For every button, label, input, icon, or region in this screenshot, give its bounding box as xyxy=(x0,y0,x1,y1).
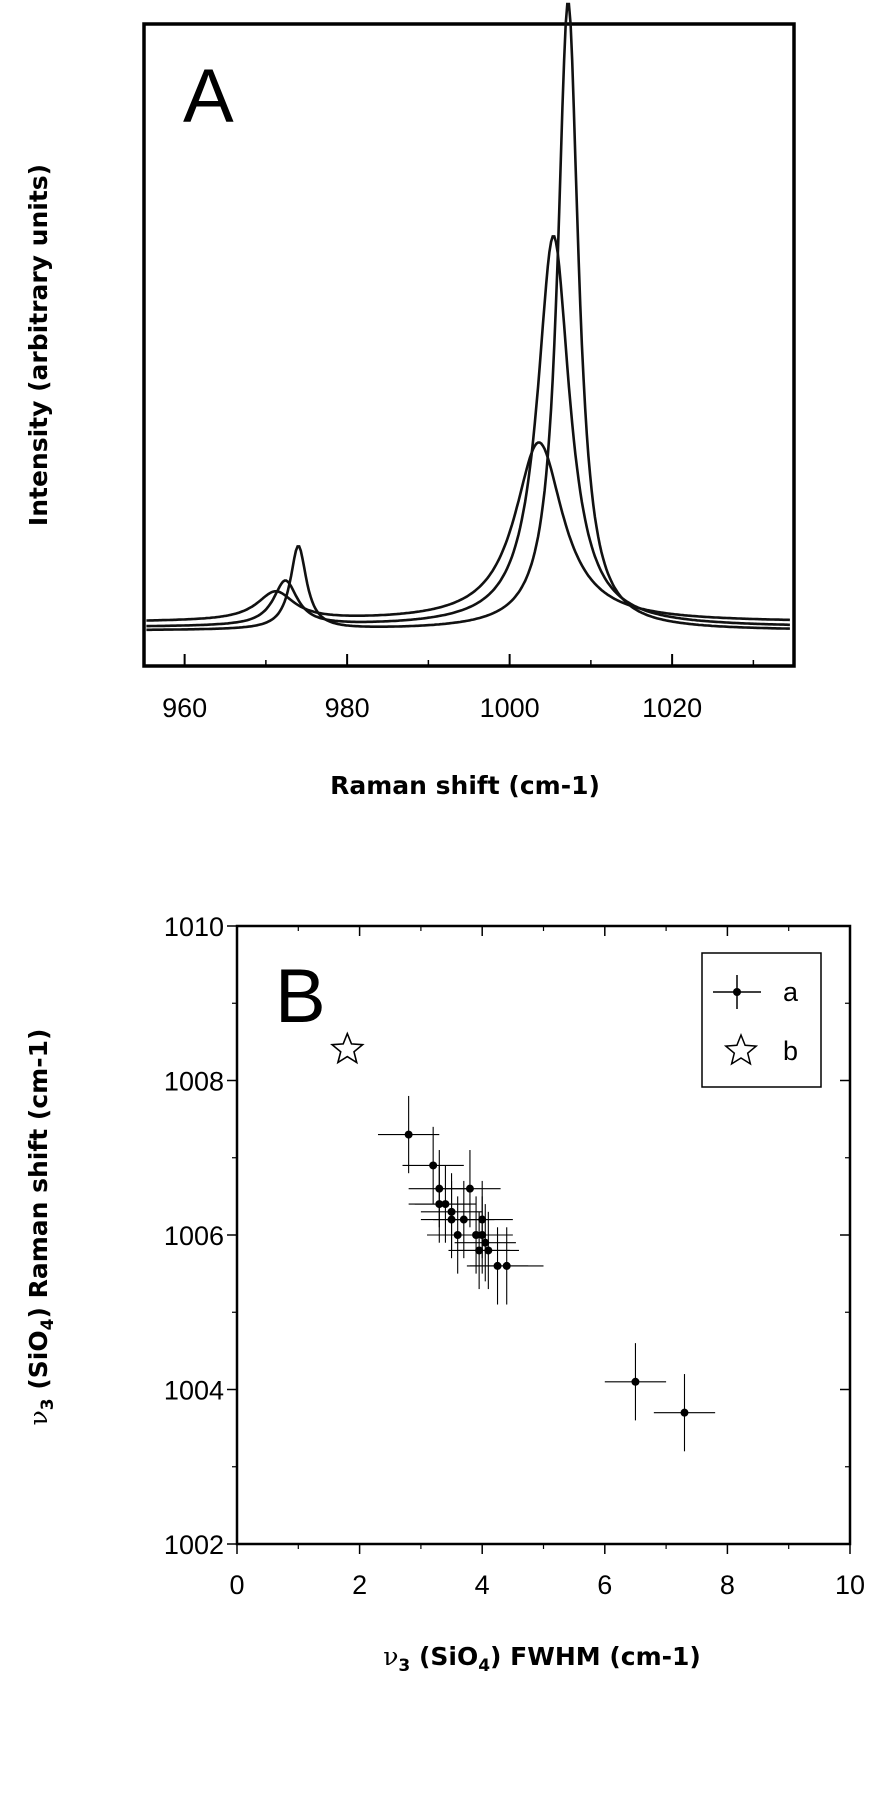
panel-a-y-axis-title: Intensity (arbitrary units) xyxy=(24,164,53,526)
point-b-star-0 xyxy=(330,1031,365,1065)
x-tick-label-6: 6 xyxy=(597,1570,612,1600)
y-tick-label-1002: 1002 xyxy=(164,1530,224,1560)
point-a-19 xyxy=(680,1408,689,1417)
legend-b-label: b xyxy=(783,1036,798,1066)
point-a-1 xyxy=(429,1161,438,1170)
y-tick-label-1006: 1006 xyxy=(164,1221,224,1251)
panel-a-curves xyxy=(146,2,790,632)
y-title-so: (SiO xyxy=(24,1330,53,1398)
x-tick-label-8: 8 xyxy=(720,1570,735,1600)
panel-a-x-ticks: 960 980 1000 1020 xyxy=(162,654,755,723)
point-a-13 xyxy=(478,1231,487,1239)
legend-a-marker xyxy=(733,988,741,996)
legend-b-marker xyxy=(723,1032,759,1066)
panel-b-y-axis-title: ν3 (SiO4) Raman shift (cm-1) xyxy=(24,1029,58,1426)
point-a-9 xyxy=(465,1184,474,1193)
spectrum-curve-3 xyxy=(146,441,790,622)
legend-box xyxy=(701,952,822,1088)
x-tick-label-1000: 1000 xyxy=(480,693,540,723)
panel-b-points xyxy=(330,1031,716,1452)
x-tick-label-4: 4 xyxy=(475,1570,490,1600)
x-tick-label-2: 2 xyxy=(352,1570,367,1600)
point-a-17 xyxy=(502,1261,511,1270)
point-a-18 xyxy=(631,1377,640,1386)
panel-b-label: B xyxy=(275,954,326,1039)
spectrum-curve-2 xyxy=(146,235,790,628)
point-a-4 xyxy=(441,1200,450,1209)
y-tick-label-1010: 1010 xyxy=(164,912,224,942)
x-tick-label-960: 960 xyxy=(162,693,207,723)
y-title-nu: ν xyxy=(24,1410,53,1425)
x-title-sub4: 4 xyxy=(478,1656,490,1676)
y-tick-label-1004: 1004 xyxy=(164,1376,224,1406)
x-tick-label-0: 0 xyxy=(229,1570,244,1600)
x-tick-label-1020: 1020 xyxy=(642,693,702,723)
panel-a: A 960 980 1000 1020 Raman shift (cm-1) Inte… xyxy=(24,2,796,800)
point-a-14 xyxy=(481,1238,490,1247)
panel-a-frame xyxy=(142,22,796,668)
legend: a b xyxy=(701,952,822,1088)
panel-b-x-axis-title: ν3 (SiO4) FWHM (cm-1) xyxy=(383,1642,701,1676)
panel-b-ticks: 0 2 4 6 8 10 1002 1004 1006 1008 1010 xyxy=(164,912,865,1600)
legend-a-label: a xyxy=(783,977,799,1007)
y-title-sub4: 4 xyxy=(38,1318,58,1330)
y-tick-label-1008: 1008 xyxy=(164,1067,224,1097)
x-tick-label-10: 10 xyxy=(835,1570,865,1600)
panel-a-x-axis-title: Raman shift (cm-1) xyxy=(330,771,600,800)
x-tick-label-980: 980 xyxy=(325,693,370,723)
point-a-0 xyxy=(404,1130,413,1139)
y-title-sub3: 3 xyxy=(38,1398,58,1410)
point-a-15 xyxy=(484,1246,493,1255)
panel-a-label: A xyxy=(183,54,234,139)
x-title-nu: ν xyxy=(383,1642,398,1671)
x-title-rest: ) FWHM (cm-1) xyxy=(490,1642,701,1671)
x-title-sub3: 3 xyxy=(398,1656,410,1676)
y-title-rest: ) Raman shift (cm-1) xyxy=(24,1029,53,1319)
spectrum-curve-1 xyxy=(146,2,790,632)
x-title-so: (SiO xyxy=(410,1642,478,1671)
